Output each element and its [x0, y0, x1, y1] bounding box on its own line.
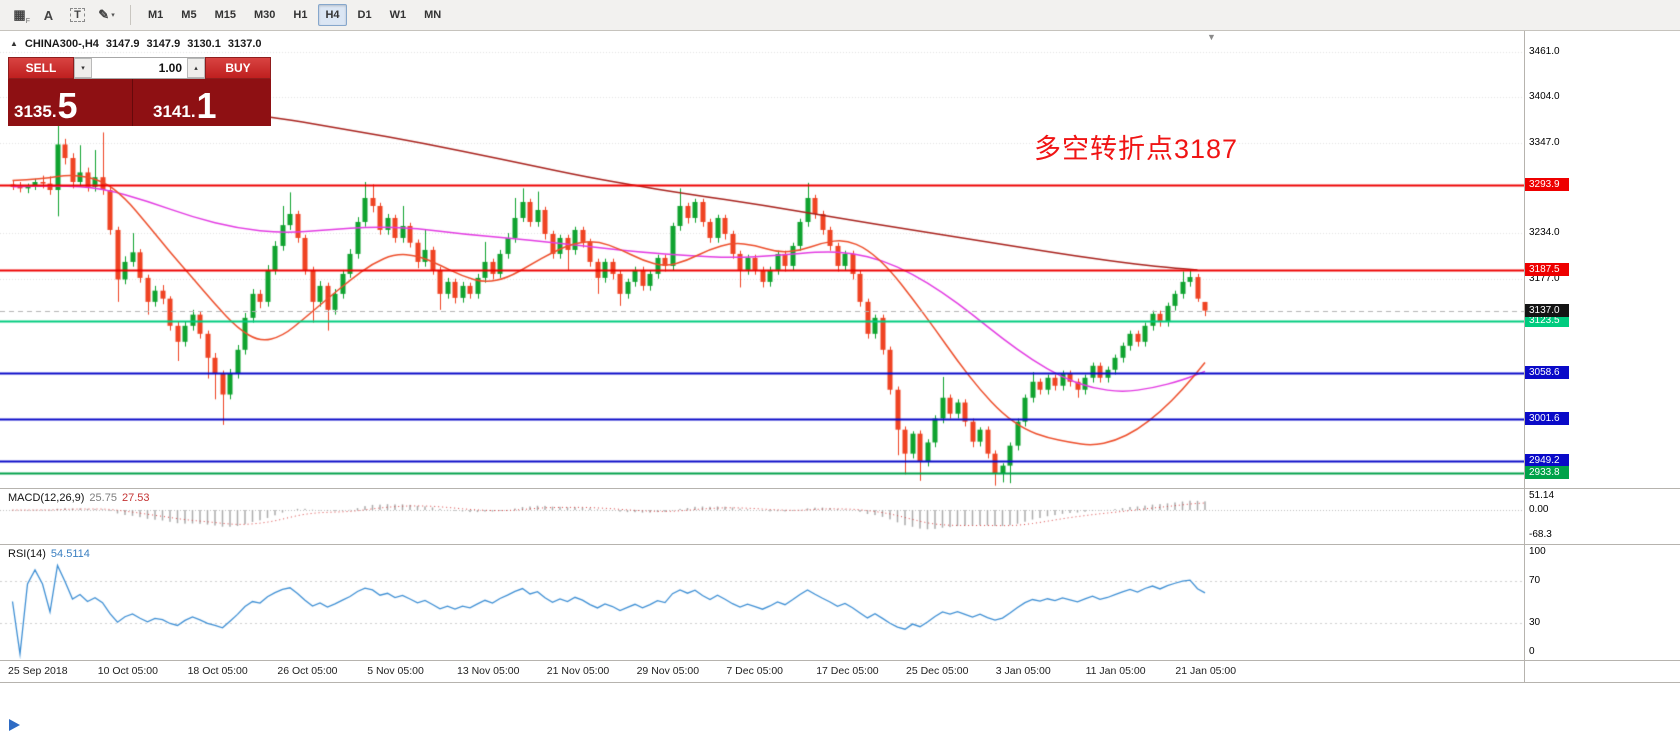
panel-separator	[0, 682, 1680, 683]
timeframe-m5[interactable]: M5	[181, 9, 197, 21]
time-axis-label: 18 Oct 05:00	[187, 665, 248, 677]
macd-signal-value: 27.53	[121, 492, 150, 504]
chart-title: ▲ CHINA300-,H4 3147.9 3147.9 3130.1 3137…	[10, 38, 262, 50]
price-axis-label: 3404.0	[1529, 91, 1560, 103]
price-level-badge: 3001.6	[1525, 411, 1569, 425]
scroll-to-end-icon[interactable]	[9, 719, 20, 731]
timeframe-h1[interactable]: H1	[293, 9, 308, 21]
time-axis-label: 26 Oct 05:00	[277, 665, 338, 677]
macd-main-value: 25.75	[89, 492, 117, 504]
buy-button[interactable]: BUY	[205, 57, 271, 79]
time-axis-label: 25 Sep 2018	[8, 665, 68, 677]
volume-box: ▾ ▴	[74, 57, 205, 79]
price-axis-border	[1524, 31, 1525, 682]
rsi-axis-label: 100	[1529, 546, 1546, 557]
rsi-name: RSI(14)	[8, 548, 46, 560]
macd-axis-label: -68.3	[1529, 529, 1552, 540]
sell-price-main: 3135.	[14, 102, 57, 122]
price-level-badge: 3187.5	[1525, 263, 1569, 277]
time-axis-label: 21 Nov 05:00	[546, 665, 610, 677]
chart-annotation-text[interactable]: 多空转折点3187	[1034, 134, 1239, 164]
sell-button[interactable]: SELL	[8, 57, 74, 79]
ohlc-low: 3130.1	[187, 38, 221, 50]
time-axis-label: 13 Nov 05:00	[457, 665, 520, 677]
caret-up-icon: ▴	[194, 65, 198, 72]
time-axis-label: 21 Jan 05:00	[1175, 665, 1237, 677]
symbol-period: CHINA300-,H4	[24, 38, 99, 50]
buy-price[interactable]: 3141. 1	[133, 79, 271, 126]
time-axis[interactable]: 25 Sep 2018 10 Oct 05:00 18 Oct 05:00 26 Oc…	[0, 661, 1524, 682]
volume-increase-button[interactable]: ▴	[187, 58, 205, 78]
toolbar-separator	[130, 5, 131, 25]
macd-indicator-canvas[interactable]	[0, 489, 1524, 543]
panel-separator[interactable]	[0, 660, 1680, 661]
price-level-badge: 2949.2	[1525, 453, 1569, 467]
buy-price-main: 3141.	[153, 102, 196, 122]
sell-price[interactable]: 3135. 5	[8, 79, 133, 126]
buy-price-big-digit: 1	[196, 85, 217, 127]
ohlc-close: 3137.0	[227, 38, 262, 50]
timeframe-toolbar: M1 M5 M15 M30 H1 H4 D1 W1 MN	[141, 4, 448, 26]
panel-separator[interactable]	[0, 544, 1680, 545]
price-axis-label: 3461.0	[1529, 45, 1560, 57]
macd-name: MACD(12,26,9)	[8, 492, 85, 504]
macd-axis-label: 51.14	[1529, 490, 1555, 501]
timeframe-d1[interactable]: D1	[357, 9, 372, 21]
chart-shift-marker-icon[interactable]: ▼	[1207, 32, 1216, 42]
rsi-axis-label: 30	[1529, 616, 1541, 628]
rsi-axis-label: 70	[1529, 574, 1541, 586]
price-level-badge: 2933.8	[1525, 465, 1569, 479]
price-axis-label: 3347.0	[1529, 136, 1560, 148]
macd-axis-label: 0.00	[1529, 504, 1549, 515]
rsi-label: RSI(14) 54.5114	[8, 548, 95, 560]
volume-decrease-button[interactable]: ▾	[74, 58, 92, 78]
rsi-value: 54.5114	[50, 548, 90, 560]
timeframe-mn[interactable]: MN	[424, 9, 442, 21]
time-axis-label: 25 Dec 05:00	[906, 665, 969, 677]
price-level-badge: 3293.9	[1525, 178, 1569, 192]
volume-input[interactable]	[92, 58, 187, 78]
price-axis-label: 3177.0	[1529, 272, 1560, 284]
toolbar: ▦ F A T ✎ ▾ M1 M5 M15 M30 H1 H4 D1 W1 MN	[0, 0, 1680, 31]
ohlc-open: 3147.9	[105, 38, 140, 50]
sell-price-big-digit: 5	[57, 85, 78, 127]
timeframe-m15[interactable]: M15	[214, 9, 236, 21]
rsi-indicator-canvas[interactable]	[0, 545, 1524, 659]
timeframe-m1[interactable]: M1	[148, 9, 164, 21]
symbol-marker-icon: ▲	[10, 39, 18, 48]
drawing-tools-group: ▦ F A T ✎ ▾	[6, 3, 120, 27]
text-box-tool-icon[interactable]: T	[64, 3, 91, 27]
rsi-axis-label: 0	[1529, 646, 1535, 657]
time-axis-label: 5 Nov 05:00	[367, 665, 424, 677]
timeframe-w1[interactable]: W1	[389, 9, 407, 21]
shapes-tool-icon[interactable]: ✎ ▾	[98, 7, 115, 22]
caret-down-icon: ▾	[81, 65, 85, 72]
current-price-badge: 3137.0	[1525, 303, 1569, 317]
timeframe-m30[interactable]: M30	[253, 9, 276, 21]
time-axis-label: 17 Dec 05:00	[816, 665, 879, 677]
ohlc-high: 3147.9	[146, 38, 181, 50]
time-axis-label: 29 Nov 05:00	[636, 665, 700, 677]
time-axis-label: 11 Jan 05:00	[1085, 665, 1146, 677]
time-axis-label: 7 Dec 05:00	[726, 665, 784, 677]
patterns-tool-icon[interactable]: ▦ F	[13, 7, 30, 25]
timeframe-h4[interactable]: H4	[318, 4, 347, 26]
panel-separator[interactable]	[0, 488, 1680, 489]
one-click-trading-panel: SELL ▾ ▴ BUY 3135. 5 3141. 1	[8, 57, 271, 126]
text-label-tool-icon[interactable]: A	[43, 7, 54, 23]
macd-label: MACD(12,26,9) 25.75 27.53	[8, 492, 154, 504]
time-axis-label: 3 Jan 05:00	[995, 665, 1051, 677]
price-axis-label: 3234.0	[1529, 227, 1560, 239]
price-level-badge: 3058.6	[1525, 366, 1569, 380]
price-level-badge: 3123.5	[1525, 314, 1569, 328]
time-axis-label: 10 Oct 05:00	[97, 665, 158, 677]
